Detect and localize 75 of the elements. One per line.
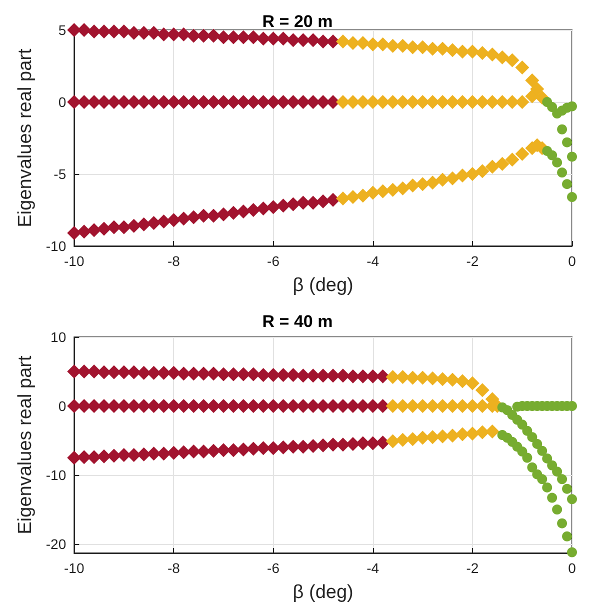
point <box>557 124 568 134</box>
point <box>386 399 400 414</box>
point <box>455 374 470 388</box>
point <box>562 531 572 542</box>
point <box>416 430 430 445</box>
point <box>436 429 450 444</box>
point <box>567 192 577 202</box>
x-axis-title: β (deg) <box>292 582 354 603</box>
point <box>465 376 480 390</box>
point <box>386 434 400 448</box>
point <box>552 157 562 168</box>
point <box>527 462 538 472</box>
x-tick-label: 0 <box>568 560 576 576</box>
point <box>562 484 572 494</box>
x-tick-label: -2 <box>466 560 479 576</box>
point <box>542 453 552 464</box>
point <box>475 425 490 440</box>
x-tick-label: -4 <box>366 560 380 576</box>
y-tick-label: 0 <box>58 398 66 414</box>
point <box>416 370 430 385</box>
y-tick-label: -10 <box>46 238 66 254</box>
point <box>396 432 410 447</box>
x-tick-label: -6 <box>267 560 280 576</box>
x-tick-label: -6 <box>267 253 280 269</box>
point <box>475 383 490 398</box>
point <box>567 547 577 558</box>
y-axis-title: Eigenvalues real part <box>15 48 36 228</box>
point <box>557 518 568 528</box>
point <box>547 492 558 503</box>
point <box>557 474 568 484</box>
point <box>465 426 480 441</box>
point <box>567 101 577 112</box>
point <box>557 168 568 178</box>
y-tick-label: 0 <box>58 94 66 110</box>
y-tick-label: -10 <box>46 467 66 484</box>
point <box>562 137 572 148</box>
chart-title: R = 40 m <box>262 312 333 331</box>
y-tick-label: -5 <box>54 166 66 182</box>
point <box>386 370 400 384</box>
point <box>542 482 552 492</box>
point <box>527 432 538 442</box>
point <box>552 466 562 477</box>
point <box>396 399 410 414</box>
y-tick-label: 5 <box>58 22 66 38</box>
point <box>446 428 460 443</box>
point <box>406 370 420 385</box>
point <box>552 504 562 515</box>
point <box>406 399 420 414</box>
x-tick-label: -8 <box>167 253 180 269</box>
point <box>522 452 532 463</box>
point <box>547 102 558 112</box>
point <box>567 494 577 504</box>
y-tick-label: 10 <box>50 329 66 345</box>
y-axis-title: Eigenvalues real part <box>15 355 36 534</box>
point <box>396 370 410 384</box>
point <box>567 152 577 162</box>
point <box>455 427 470 442</box>
point <box>547 150 558 160</box>
point <box>446 372 460 387</box>
point <box>406 432 420 446</box>
point <box>537 446 548 456</box>
point <box>426 371 440 386</box>
y-tick-label: -20 <box>46 536 66 552</box>
x-tick-label: -4 <box>366 253 380 269</box>
chart-title: R = 20 m <box>262 12 333 31</box>
x-tick-label: -2 <box>466 253 479 269</box>
point <box>436 372 450 386</box>
x-tick-label: 0 <box>568 253 576 269</box>
x-tick-label: -8 <box>167 560 180 576</box>
point <box>562 179 572 190</box>
point <box>485 424 500 439</box>
x-axis-title: β (deg) <box>292 275 354 296</box>
point <box>532 438 542 449</box>
point <box>426 430 440 444</box>
point <box>537 474 548 484</box>
